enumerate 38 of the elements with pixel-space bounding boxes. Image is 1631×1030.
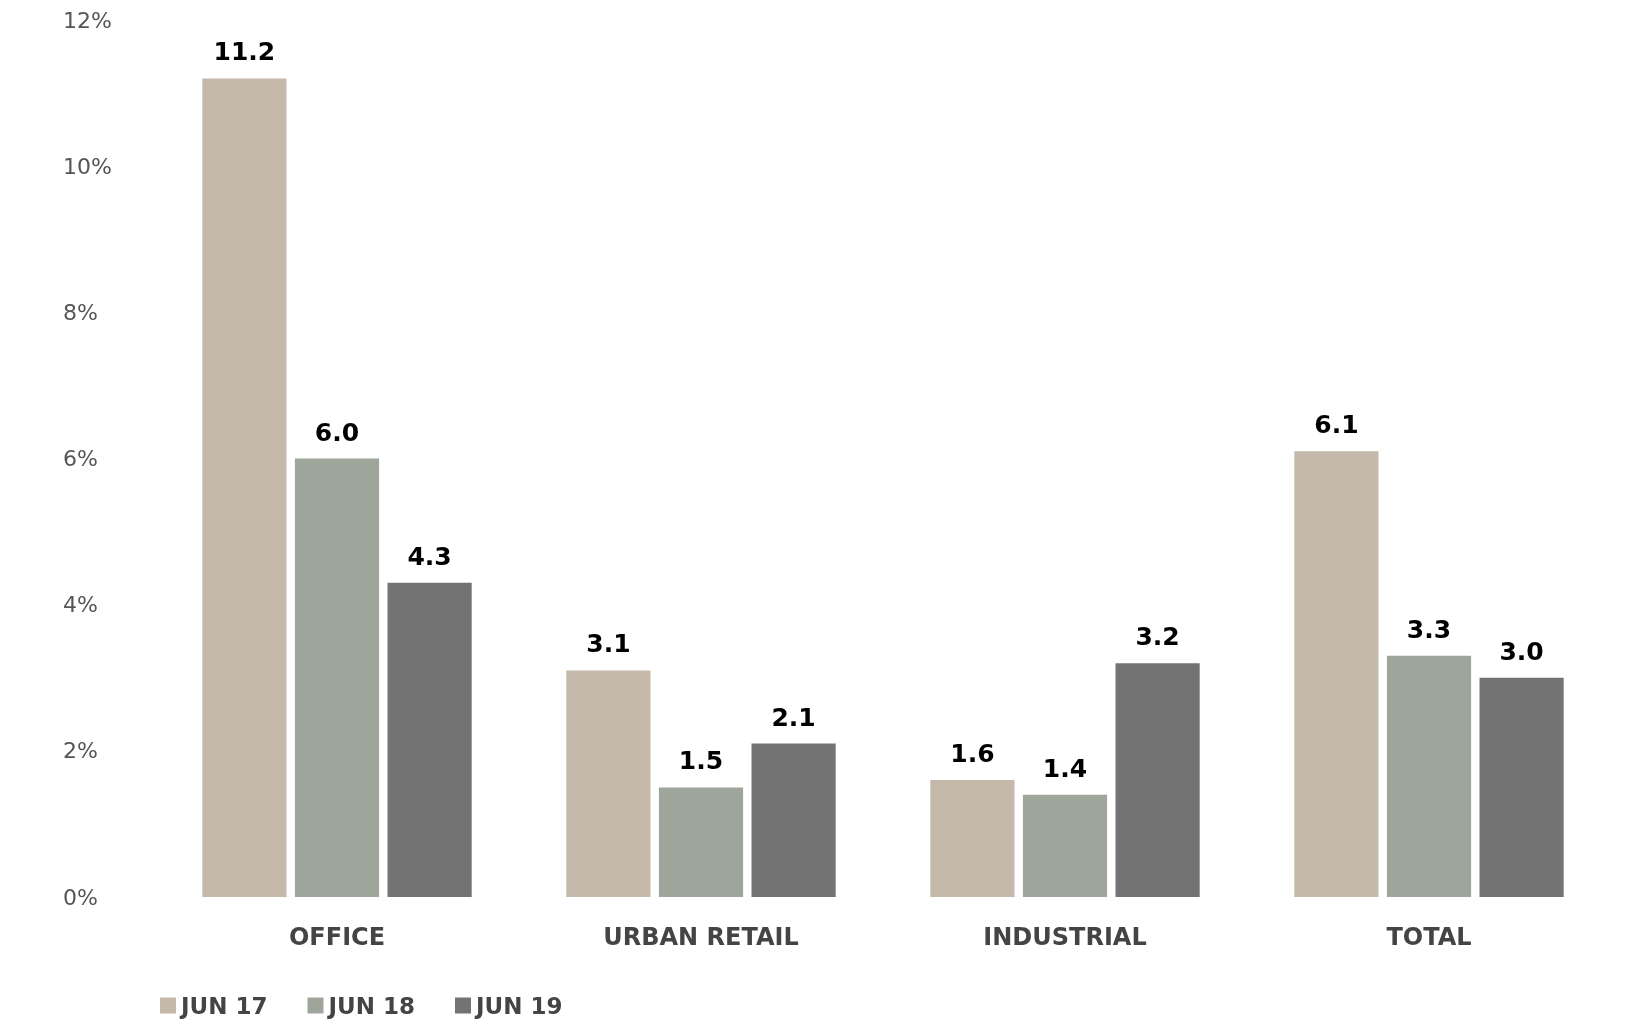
data-label: 1.4 bbox=[1042, 753, 1088, 783]
data-label: 2.1 bbox=[771, 702, 816, 732]
y-tick-label: 0% bbox=[63, 884, 98, 910]
data-label: 6.1 bbox=[1314, 410, 1359, 440]
bar bbox=[1479, 677, 1564, 897]
data-label: 1.6 bbox=[950, 739, 995, 769]
y-tick-label: 12% bbox=[63, 7, 112, 33]
bar bbox=[387, 582, 472, 897]
x-tick-label: URBAN RETAIL bbox=[603, 923, 799, 951]
y-tick-label: 2% bbox=[63, 738, 98, 764]
data-label: 3.2 bbox=[1135, 622, 1180, 652]
x-tick-label: OFFICE bbox=[288, 923, 386, 951]
bar bbox=[1386, 655, 1472, 897]
data-label: 4.3 bbox=[407, 541, 452, 571]
legend-label: JUN 18 bbox=[326, 992, 415, 1019]
bar bbox=[930, 780, 1015, 897]
data-label: 6.0 bbox=[314, 417, 360, 447]
data-label: 1.5 bbox=[678, 746, 724, 776]
bar bbox=[202, 78, 287, 897]
bar bbox=[751, 743, 836, 897]
x-tick-label: TOTAL bbox=[1386, 923, 1472, 951]
bar bbox=[1294, 451, 1379, 897]
data-label: 3.0 bbox=[1499, 636, 1544, 666]
y-tick-label: 4% bbox=[63, 592, 98, 618]
y-tick-label: 8% bbox=[63, 299, 98, 325]
bar bbox=[1115, 663, 1200, 897]
legend-label: JUN 19 bbox=[473, 992, 563, 1019]
data-label: 11.2 bbox=[213, 37, 276, 67]
bar bbox=[566, 670, 651, 897]
bar bbox=[1022, 794, 1108, 897]
legend-label: JUN 17 bbox=[179, 992, 268, 1019]
bar bbox=[294, 458, 380, 897]
data-label: 3.3 bbox=[1406, 614, 1452, 644]
data-label: 3.1 bbox=[586, 629, 631, 659]
bar bbox=[658, 787, 744, 897]
x-tick-label: INDUSTRIAL bbox=[983, 923, 1147, 951]
y-tick-label: 6% bbox=[63, 446, 98, 471]
y-tick-label: 10% bbox=[63, 153, 112, 179]
